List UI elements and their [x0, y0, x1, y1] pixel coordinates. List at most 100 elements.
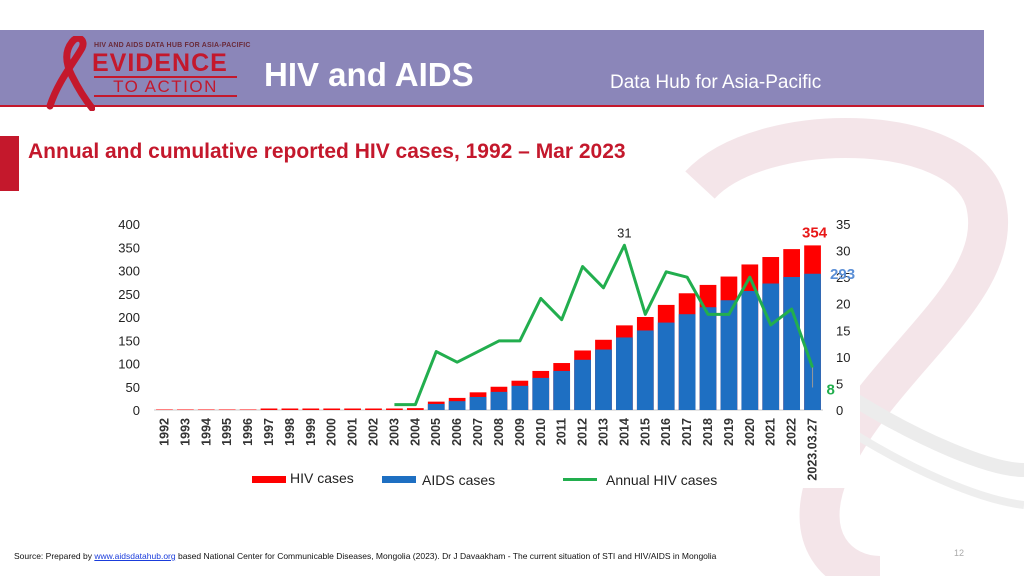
aids-bar — [490, 391, 508, 410]
y-right-tick-label: 5 — [836, 376, 843, 391]
source-note: Source: Prepared by www.aidsdatahub.org … — [14, 551, 716, 561]
peak-label: 31 — [617, 225, 631, 240]
hiv-bar — [386, 408, 403, 410]
evidence-to-action-logo[interactable]: HIV AND AIDS DATA HUB FOR ASIA-PACIFIC E… — [20, 36, 250, 111]
y-left-tick-label: 0 — [133, 403, 140, 418]
hiv-cases-chart: 0 50 100 150 200 250 300 350 400 0 5 10 15 20 25 30 35 19… — [108, 212, 860, 488]
last-annual-label: 8 — [827, 381, 835, 398]
header-bar: HIV AND AIDS DATA HUB FOR ASIA-PACIFIC E… — [0, 30, 984, 111]
legend-annual-line — [563, 478, 597, 481]
aids-bar — [636, 330, 654, 410]
aids-bar — [762, 283, 780, 410]
y-right-tick-label: 10 — [836, 350, 850, 365]
x-tick-label: 2017 — [680, 418, 694, 446]
source-suffix: based National Center for Communicable D… — [175, 551, 717, 561]
legend-hiv-label: HIV cases — [290, 470, 354, 486]
logo-evidence-text: EVIDENCE — [92, 49, 228, 77]
x-tick-label: 1992 — [157, 418, 171, 446]
hiv-bar — [323, 408, 341, 410]
x-tick-label: 2002 — [367, 418, 381, 446]
annual-hiv-line — [394, 243, 814, 407]
hiv-bar — [197, 409, 215, 410]
y-right-tick-label: 15 — [836, 323, 850, 338]
x-tick-label: 2007 — [471, 418, 485, 446]
header-subtitle: Data Hub for Asia-Pacific — [610, 72, 822, 93]
x-tick-label: 2009 — [513, 418, 527, 446]
y-left-tick-label: 350 — [118, 240, 140, 255]
aids-bar — [448, 401, 466, 410]
y-right-tick-label: 0 — [836, 403, 843, 418]
title-accent-bar — [0, 136, 19, 191]
x-tick-label: 2023.03.27 — [806, 418, 820, 481]
aids-total-label: 293 — [830, 266, 855, 283]
source-link[interactable]: www.aidsdatahub.org — [94, 551, 176, 561]
y-right-tick-label: 20 — [836, 297, 850, 312]
hiv-bar — [302, 408, 320, 410]
aids-bar — [616, 337, 633, 410]
header-title: HIV and AIDS — [264, 56, 474, 93]
hiv-bar — [281, 408, 299, 410]
y-left-tick-label: 300 — [118, 264, 140, 279]
aids-bar — [783, 277, 801, 410]
aids-bar — [720, 300, 738, 410]
x-tick-label: 2011 — [555, 418, 569, 445]
y-right-tick-label: 35 — [836, 217, 850, 232]
x-tick-label: 2000 — [325, 418, 339, 446]
x-tick-label: 2003 — [387, 418, 401, 446]
y-left-tick-label: 250 — [118, 287, 140, 302]
x-tick-label: 1996 — [241, 418, 255, 446]
y-right-tick-label: 30 — [836, 244, 850, 259]
red-ribbon-icon — [46, 36, 95, 111]
aids-bar — [595, 349, 612, 410]
x-tick-label: 2014 — [617, 418, 631, 446]
x-tick-label: 2018 — [701, 418, 715, 446]
x-tick-label: 2015 — [638, 418, 652, 446]
aids-bar — [511, 385, 529, 410]
aids-bar — [657, 322, 675, 410]
x-tick-label: 1994 — [199, 418, 213, 446]
source-prefix: Source: Prepared by — [14, 551, 95, 561]
aids-bar — [553, 370, 571, 410]
x-tick-label: 1993 — [178, 418, 192, 446]
aids-bar — [427, 403, 445, 410]
hiv-bar — [260, 408, 278, 410]
aids-bar — [574, 359, 591, 410]
x-tick-label: 2004 — [408, 418, 422, 446]
logo-to-action-text: TO ACTION — [94, 76, 237, 97]
y-left-tick-label: 50 — [126, 380, 140, 395]
x-tick-label: 2022 — [785, 418, 799, 446]
x-tick-label: 2021 — [764, 418, 778, 446]
slide-title: Annual and cumulative reported HIV cases… — [28, 140, 626, 163]
y-right-tick-label: 25 — [836, 270, 850, 285]
x-tick-label: 2001 — [346, 418, 360, 446]
aids-bar — [532, 377, 550, 410]
hiv-bar — [406, 408, 424, 410]
x-tick-label: 2010 — [534, 418, 548, 446]
x-tick-label: 2006 — [450, 418, 464, 446]
legend-hiv-swatch — [252, 476, 286, 483]
hiv-bar — [156, 409, 173, 410]
aids-bar — [804, 273, 821, 410]
y-left-tick-label: 400 — [118, 217, 140, 232]
x-tick-label: 1997 — [262, 418, 276, 446]
legend-annual-label: Annual HIV cases — [606, 472, 718, 488]
y-left-tick-label: 100 — [118, 357, 140, 372]
aids-bar — [699, 307, 717, 410]
x-tick-label: 2012 — [576, 418, 590, 446]
y-left-tick-label: 200 — [118, 310, 140, 325]
x-tick-label: 2005 — [429, 418, 443, 446]
legend-aids-swatch — [382, 476, 416, 483]
y-left-tick-label: 150 — [118, 333, 140, 348]
hiv-bar — [344, 408, 361, 410]
aids-bar — [741, 290, 759, 410]
x-tick-label: 2008 — [492, 418, 506, 446]
x-tick-label: 2020 — [743, 418, 757, 446]
x-tick-label: 2013 — [596, 418, 610, 446]
aids-bar — [469, 396, 487, 410]
logo-tagline: HIV AND AIDS DATA HUB FOR ASIA-PACIFIC — [94, 42, 251, 49]
hiv-bar — [218, 409, 236, 410]
x-tick-label: 2019 — [722, 418, 736, 446]
x-tick-label: 2016 — [659, 418, 673, 446]
hiv-bar — [365, 408, 382, 410]
